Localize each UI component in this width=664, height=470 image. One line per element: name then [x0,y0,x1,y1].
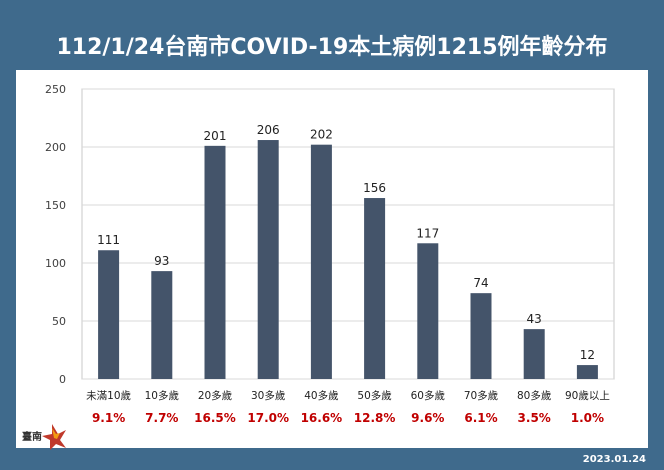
bar [98,250,120,379]
category-label: 90歲以上 [565,389,610,402]
category-label: 40多歲 [304,389,338,402]
y-axis-ticks: 0 50 100 150 200 250 [45,83,66,386]
percentage-label: 16.5% [194,411,236,425]
percentage-label: 1.0% [571,411,604,425]
category-labels: 未滿10歲 10多歲 20多歲 30多歲 40多歲 50多歲 60多歲 70多歲 80多歲 90歲… [86,389,610,402]
y-tick-label: 150 [45,199,66,212]
bar-value-label: 202 [310,128,333,142]
category-label: 80多歲 [517,389,551,402]
y-tick-label: 100 [45,257,66,270]
data-labels: 111 93 201 206 202 156 117 74 43 12 [97,123,595,362]
bar [257,140,279,379]
bar-value-label: 74 [473,276,488,290]
percentage-label: 9.1% [92,411,125,425]
y-tick-label: 50 [52,315,66,328]
bar-chart: 0 50 100 150 200 250 111 93 201 206 202 156 117 74 43… [45,83,615,425]
bar-value-label: 111 [97,233,120,247]
bar-value-label: 43 [527,312,542,326]
category-label: 30多歲 [251,389,285,402]
logo-mark-inner [52,428,60,439]
percentage-label: 16.6% [301,411,343,425]
logo-text: 臺南 [22,430,42,443]
y-tick-label: 0 [59,373,66,386]
category-label: 20多歲 [198,389,232,402]
chart-card: 0 50 100 150 200 250 111 93 201 206 202 156 117 74 43… [16,70,648,448]
percentage-label: 12.8% [354,411,396,425]
category-label: 未滿10歲 [86,389,131,402]
bars [98,140,598,379]
bar [310,144,332,379]
category-label: 10多歲 [145,389,179,402]
tainan-logo-icon: 臺南 [22,424,66,450]
bar-value-label: 93 [154,254,169,268]
category-label: 50多歲 [357,389,391,402]
bar-value-label: 206 [257,123,280,137]
percentage-label: 3.5% [518,411,551,425]
bar [523,329,545,379]
chart-title: 112/1/24台南市COVID-19本土病例1215例年齡分布 [16,24,648,66]
y-tick-label: 250 [45,83,66,96]
bar-value-label: 201 [204,129,227,143]
bar-value-label: 117 [416,226,439,240]
category-label: 60多歲 [411,389,445,402]
bar [417,243,439,379]
percentage-label: 7.7% [145,411,178,425]
bar [204,145,226,379]
bar [364,198,386,379]
bar-value-label: 12 [580,348,595,362]
category-label: 70多歲 [464,389,498,402]
footer-date: 2023.01.24 [582,454,646,465]
percentage-label: 9.6% [411,411,444,425]
bar [151,271,173,379]
bar-value-label: 156 [363,181,386,195]
percentage-labels: 9.1% 7.7% 16.5% 17.0% 16.6% 12.8% 9.6% 6.1% 3.5%… [92,411,604,425]
y-tick-label: 200 [45,141,66,154]
percentage-label: 17.0% [247,411,289,425]
bar [470,293,492,379]
percentage-label: 6.1% [464,411,497,425]
bar [576,365,598,379]
